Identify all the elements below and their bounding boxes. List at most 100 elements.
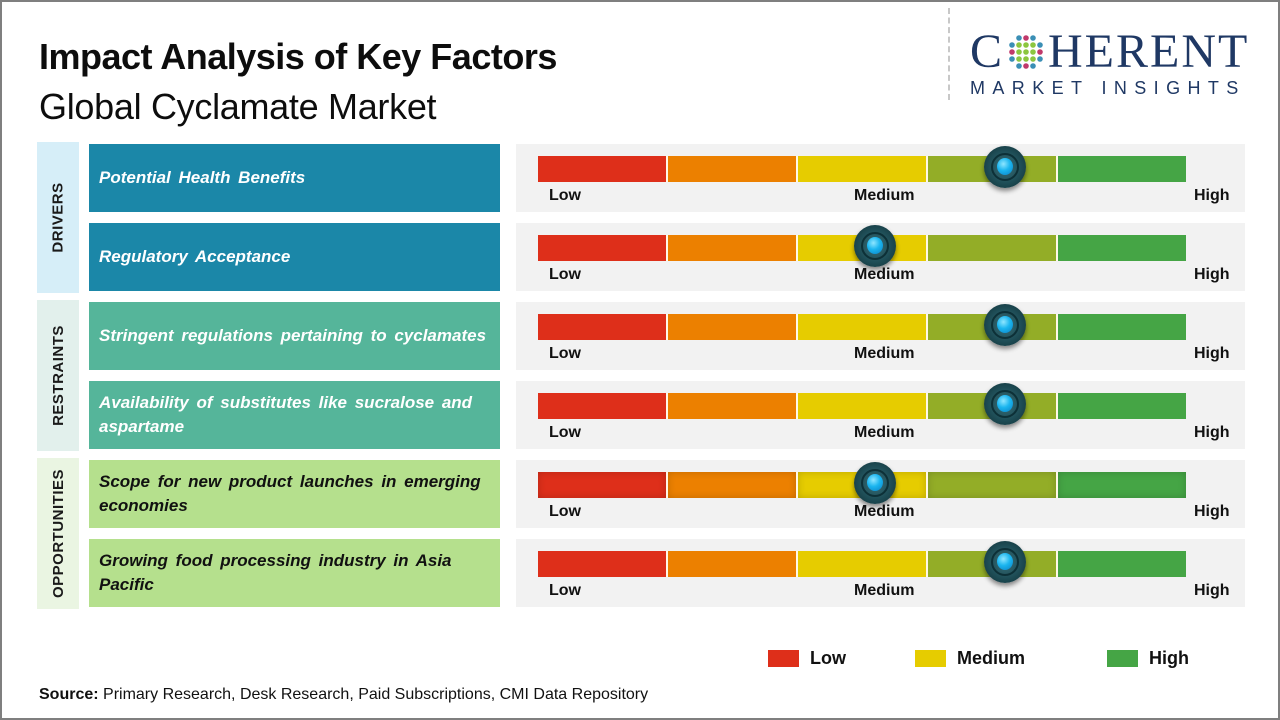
gauge-segment (668, 393, 798, 419)
globe-dot (1016, 49, 1022, 55)
factor-label: Regulatory Acceptance (89, 223, 500, 291)
gauge-label-high: High (1194, 187, 1230, 204)
gauge-label-high: High (1194, 582, 1230, 599)
category-label-drivers: DRIVERS (37, 142, 79, 293)
gauge-segment (928, 472, 1058, 498)
gauge-bar (538, 551, 1186, 577)
logo-letters: HERENT (1048, 25, 1250, 78)
gauge-label-medium: Medium (854, 345, 915, 362)
gauge-label-low: Low (549, 582, 581, 599)
legend-item-high: High (1107, 648, 1189, 669)
company-logo: C HERENT MARKET INSIGHTS (970, 28, 1262, 99)
category-name: DRIVERS (49, 182, 67, 253)
legend-item-medium: Medium (915, 648, 1025, 669)
factor-text: Stringent regulations pertaining to cycl… (99, 326, 487, 345)
gauge-label-medium: Medium (854, 266, 915, 283)
impact-marker (853, 462, 896, 504)
gauge-segment (668, 235, 798, 261)
gauge-label-low: Low (549, 266, 581, 283)
logo-wordmark: C HERENT (970, 28, 1262, 76)
page-subtitle: Global Cyclamate Market (39, 86, 437, 127)
source-text: Primary Research, Desk Research, Paid Su… (98, 686, 649, 703)
gauge-label-low: Low (549, 503, 581, 520)
gauge-label-high: High (1194, 266, 1230, 283)
source-note: Source: Primary Research, Desk Research,… (39, 686, 648, 704)
factor-label: Stringent regulations pertaining to cycl… (89, 302, 500, 370)
legend-label: High (1149, 648, 1189, 668)
gauge-segment (798, 314, 928, 340)
gauge-segment (1058, 235, 1186, 261)
globe-dot (1009, 56, 1015, 62)
impact-gauge: Low Medium High (516, 144, 1245, 212)
gauge-bar (538, 393, 1186, 419)
factor-label: Scope for new product launches in emergi… (89, 460, 500, 528)
globe-dot (1009, 49, 1015, 55)
gauge-segment (1058, 472, 1186, 498)
gauge-segment (538, 235, 668, 261)
gauge-segment (928, 235, 1058, 261)
factor-text: Availability of substitutes like sucralo… (99, 393, 473, 436)
legend-swatch (768, 650, 799, 667)
gauge-segment (1058, 551, 1186, 577)
gauge-label-low: Low (549, 424, 581, 441)
impact-marker (983, 146, 1026, 188)
gauge-label-high: High (1194, 503, 1230, 520)
factor-text: Potential Health Benefits (99, 168, 306, 187)
legend-item-low: Low (768, 648, 846, 669)
legend-label: Medium (957, 648, 1026, 668)
factor-label: Availability of substitutes like sucralo… (89, 381, 500, 449)
legend-label: Low (810, 648, 846, 668)
factor-text: Regulatory Acceptance (99, 247, 291, 266)
globe-dot (1016, 56, 1022, 62)
impact-gauge: Low Medium High (516, 460, 1245, 528)
logo-tagline: MARKET INSIGHTS (970, 78, 1246, 98)
factor-text: Scope for new product launches in emergi… (99, 472, 481, 515)
gauge-segment (668, 472, 798, 498)
source-label: Source: (39, 686, 99, 703)
impact-gauge: Low Medium High (516, 223, 1245, 291)
gauge-segment (538, 472, 668, 498)
globe-dot (1009, 42, 1015, 48)
globe-dot (1030, 42, 1036, 48)
gauge-label-medium: Medium (854, 582, 915, 599)
globe-dot (1016, 42, 1022, 48)
category-name: RESTRAINTS (49, 325, 67, 426)
gauge-label-medium: Medium (854, 187, 915, 204)
gauge-label-medium: Medium (854, 503, 915, 520)
impact-gauge: Low Medium High (516, 539, 1245, 607)
gauge-segment (538, 314, 668, 340)
gauge-segment (668, 156, 798, 182)
globe-dot (1023, 63, 1029, 69)
impact-marker (853, 225, 896, 267)
gauge-segment (668, 551, 798, 577)
gauge-bar (538, 235, 1186, 261)
gauge-segment (798, 156, 928, 182)
factor-label: Growing food processing industry in Asia… (89, 539, 500, 607)
category-label-restraints: RESTRAINTS (37, 300, 79, 451)
logo-letter-c: C (970, 25, 1005, 78)
gauge-segment (538, 156, 668, 182)
globe-dot (1037, 42, 1043, 48)
legend-swatch (915, 650, 946, 667)
globe-dot (1030, 56, 1036, 62)
gauge-bar (538, 314, 1186, 340)
gauge-segment (668, 314, 798, 340)
globe-dot (1023, 56, 1029, 62)
gauge-segment (538, 551, 668, 577)
logo-divider (948, 8, 950, 100)
globe-dot (1023, 35, 1029, 41)
gauge-segment (798, 393, 928, 419)
gauge-label-high: High (1194, 424, 1230, 441)
impact-gauge: Low Medium High (516, 302, 1245, 370)
factor-text: Growing food processing industry in Asia… (99, 551, 452, 594)
gauge-segment (1058, 314, 1186, 340)
globe-dot (1023, 42, 1029, 48)
globe-dot (1037, 56, 1043, 62)
impact-marker (983, 383, 1026, 425)
globe-dot (1016, 63, 1022, 69)
category-name: OPPORTUNITIES (49, 468, 67, 599)
gauge-bar (538, 156, 1186, 182)
gauge-label-low: Low (549, 187, 581, 204)
gauge-segment (1058, 156, 1186, 182)
